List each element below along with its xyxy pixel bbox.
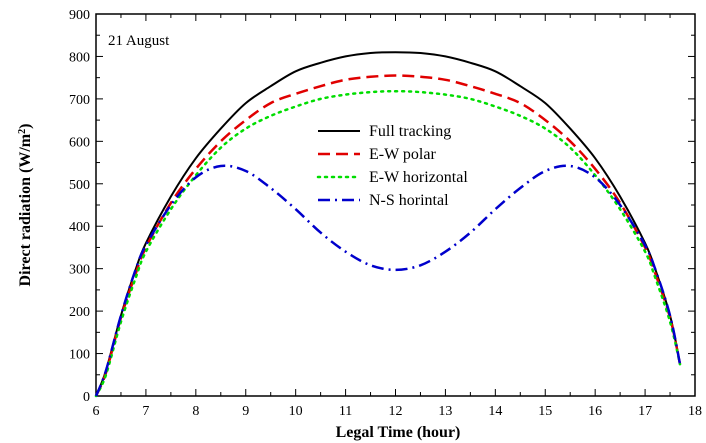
- x-tick-label: 13: [438, 404, 452, 419]
- y-tick-label: 100: [69, 348, 90, 363]
- x-axis-title: Legal Time (hour): [336, 424, 461, 441]
- legend-label-3: E-W horizontal: [369, 169, 468, 186]
- x-tick-label: 10: [289, 404, 303, 419]
- x-tick-label: 14: [488, 404, 502, 419]
- x-tick-label: 16: [588, 404, 602, 419]
- series-line-1: [95, 51, 681, 397]
- x-tick-label: 6: [93, 404, 100, 419]
- x-tick-label: 9: [242, 404, 249, 419]
- legend-label-1: Full tracking: [369, 123, 451, 140]
- series-line-4: [94, 164, 682, 397]
- x-tick-label: 18: [688, 404, 702, 419]
- x-tick-label: 8: [192, 404, 199, 419]
- legend-label-4: N-S horintal: [369, 192, 449, 209]
- axis-ticks: [95, 13, 696, 397]
- y-tick-label: 200: [69, 305, 90, 320]
- y-tick-label: 600: [69, 135, 90, 150]
- y-tick-label: 0: [83, 390, 90, 405]
- x-tick-label: 17: [638, 404, 652, 419]
- y-tick-label: 500: [69, 178, 90, 193]
- y-tick-label: 300: [69, 263, 90, 278]
- series-layer: [94, 51, 682, 398]
- date-annotation: 21 August: [108, 33, 170, 49]
- axis-tick-labels: 6 7 8 9 10 11 12 13 14 15 16 17 18 0 100 200 300 400 500 60…: [69, 8, 702, 419]
- y-tick-label: 900: [69, 8, 90, 23]
- x-tick-label: 7: [142, 404, 149, 419]
- x-tick-label: 15: [538, 404, 552, 419]
- series-line-2: [94, 74, 682, 397]
- legend-label-2: E-W polar: [369, 146, 436, 163]
- y-axis-title: Direct radiation (W/m2): [17, 124, 35, 287]
- y-tick-label: 400: [69, 220, 90, 235]
- x-tick-label: 11: [339, 404, 352, 419]
- legend: Full tracking E-W polar E-W horizontal N-S …: [316, 123, 468, 209]
- series-line-3: [94, 89, 682, 398]
- y-tick-label: 800: [69, 50, 90, 65]
- y-tick-label: 700: [69, 93, 90, 108]
- x-tick-label: 12: [389, 404, 403, 419]
